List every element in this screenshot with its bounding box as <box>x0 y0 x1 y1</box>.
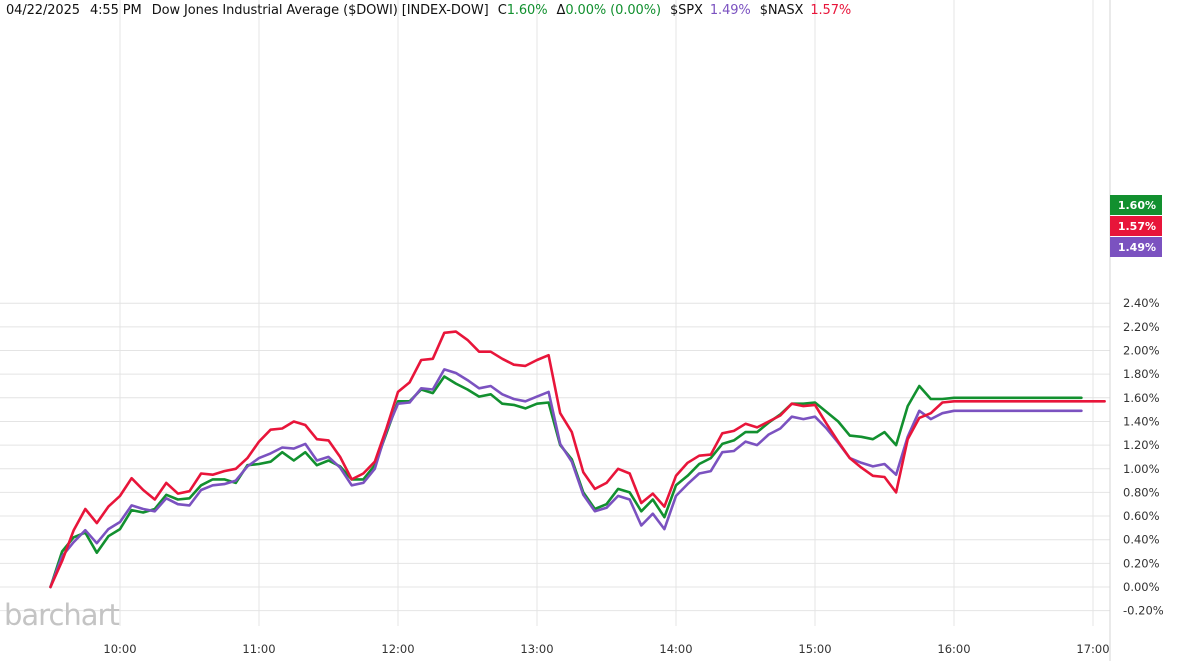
header-spx-value: 1.49% <box>709 3 751 18</box>
x-axis: 10:00 11:00 12:00 13:00 14:00 15:00 16:00 17:00 <box>103 642 1109 656</box>
y-tick-label: 1.40% <box>1123 414 1160 428</box>
last-value-tags: 1.60% 1.57% 1.49% <box>1110 195 1162 257</box>
barchart-logo: barchart <box>4 598 120 632</box>
y-tick-label: 0.40% <box>1123 533 1160 547</box>
y-tick-label: 0.20% <box>1123 556 1160 570</box>
series-line-spx <box>49 368 1083 589</box>
x-tick-label: 12:00 <box>381 642 414 656</box>
x-tick-label: 10:00 <box>103 642 136 656</box>
y-tick-label: 0.80% <box>1123 485 1160 499</box>
tag-label: 1.60% <box>1118 199 1156 212</box>
y-tick-label: 0.00% <box>1123 580 1160 594</box>
tag-background <box>1110 216 1162 236</box>
header-change-prefix: Δ <box>556 3 566 18</box>
x-tick-label: 14:00 <box>659 642 692 656</box>
header-date: 04/22/2025 <box>6 3 80 18</box>
x-tick-label: 17:00 <box>1076 642 1109 656</box>
header-close-prefix: C <box>497 3 507 18</box>
y-tick-label: -0.20% <box>1123 604 1164 618</box>
series-line-nasx <box>49 330 1106 589</box>
x-tick-label: 13:00 <box>520 642 553 656</box>
header-change-value: 0.00% (0.00%) <box>565 3 661 18</box>
header-symbol: Dow Jones Industrial Average ($DOWI) [IN… <box>151 3 489 18</box>
grid-lines <box>0 0 1110 626</box>
tag-label: 1.49% <box>1118 241 1156 254</box>
y-tick-label: 1.60% <box>1123 391 1160 405</box>
header-nasx-value: 1.57% <box>810 3 852 18</box>
tag-background <box>1110 237 1162 257</box>
header-nasx-label: $NASX <box>759 3 804 18</box>
series-line-dowi <box>49 375 1083 589</box>
x-tick-label: 16:00 <box>937 642 970 656</box>
x-tick-label: 11:00 <box>242 642 275 656</box>
tag-background <box>1110 195 1162 215</box>
last-value-tag-dowi: 1.60% <box>1110 195 1162 215</box>
y-tick-label: 1.20% <box>1123 438 1160 452</box>
last-value-tag-spx: 1.49% <box>1110 237 1162 257</box>
y-axis: 2.40% 2.20% 2.00% 1.80% 1.60% 1.40% 1.20% 1.00%… <box>1109 0 1164 661</box>
y-tick-label: 1.00% <box>1123 462 1160 476</box>
series-lines <box>49 330 1106 589</box>
tag-label: 1.57% <box>1118 220 1156 233</box>
header-close-value: 1.60% <box>506 3 548 18</box>
chart-header: 04/22/2025 4:55 PM Dow Jones Industrial … <box>6 3 851 18</box>
y-tick-label: 2.20% <box>1123 320 1160 334</box>
y-tick-label: 2.40% <box>1123 296 1160 310</box>
x-tick-label: 15:00 <box>798 642 831 656</box>
header-spx-label: $SPX <box>669 3 703 18</box>
y-tick-label: 1.80% <box>1123 367 1160 381</box>
y-tick-label: 0.60% <box>1123 509 1160 523</box>
y-tick-label: 2.00% <box>1123 344 1160 358</box>
header-time: 4:55 PM <box>89 3 142 18</box>
last-value-tag-nasx: 1.57% <box>1110 216 1162 236</box>
